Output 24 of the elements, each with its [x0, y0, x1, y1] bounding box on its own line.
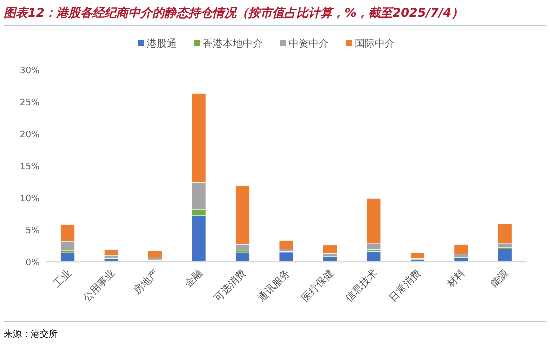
- x-tick-label: 工业: [51, 268, 74, 290]
- x-tick-label: 能源: [488, 268, 512, 290]
- y-tick-label: 10%: [20, 194, 40, 204]
- x-tick-label: 信息技术: [343, 268, 380, 304]
- y-tick-label: 30%: [20, 66, 40, 76]
- legend-label: 港股通: [147, 38, 177, 50]
- x-tick-label: 公用事业: [80, 268, 118, 304]
- legend-label: 中资中介: [289, 38, 329, 50]
- x-tick-label: 房地产: [132, 268, 162, 298]
- y-tick-label: 20%: [20, 130, 40, 140]
- y-tick-label: 0%: [26, 258, 40, 268]
- x-tick-label: 可选消费: [212, 268, 249, 304]
- y-tick-label: 25%: [20, 98, 40, 108]
- y-tick-label: 15%: [20, 162, 40, 172]
- x-tick-label: 医疗保健: [300, 268, 336, 304]
- x-tick-label: 材料: [444, 268, 468, 291]
- legend-label: 国际中介: [355, 38, 395, 50]
- y-tick-label: 5%: [26, 226, 40, 236]
- legend-label: 香港本地中介: [203, 38, 263, 50]
- x-tick-label: 通讯服务: [256, 268, 293, 304]
- source-note: 来源：港交所: [4, 329, 58, 340]
- x-tick-label: 日常消费: [387, 268, 424, 304]
- x-tick-label: 金融: [182, 268, 206, 290]
- chart-title: 图表12：港股各经纪商中介的静态持仓情况（按市值占比计算，%，截至2025/7/4）: [4, 6, 464, 20]
